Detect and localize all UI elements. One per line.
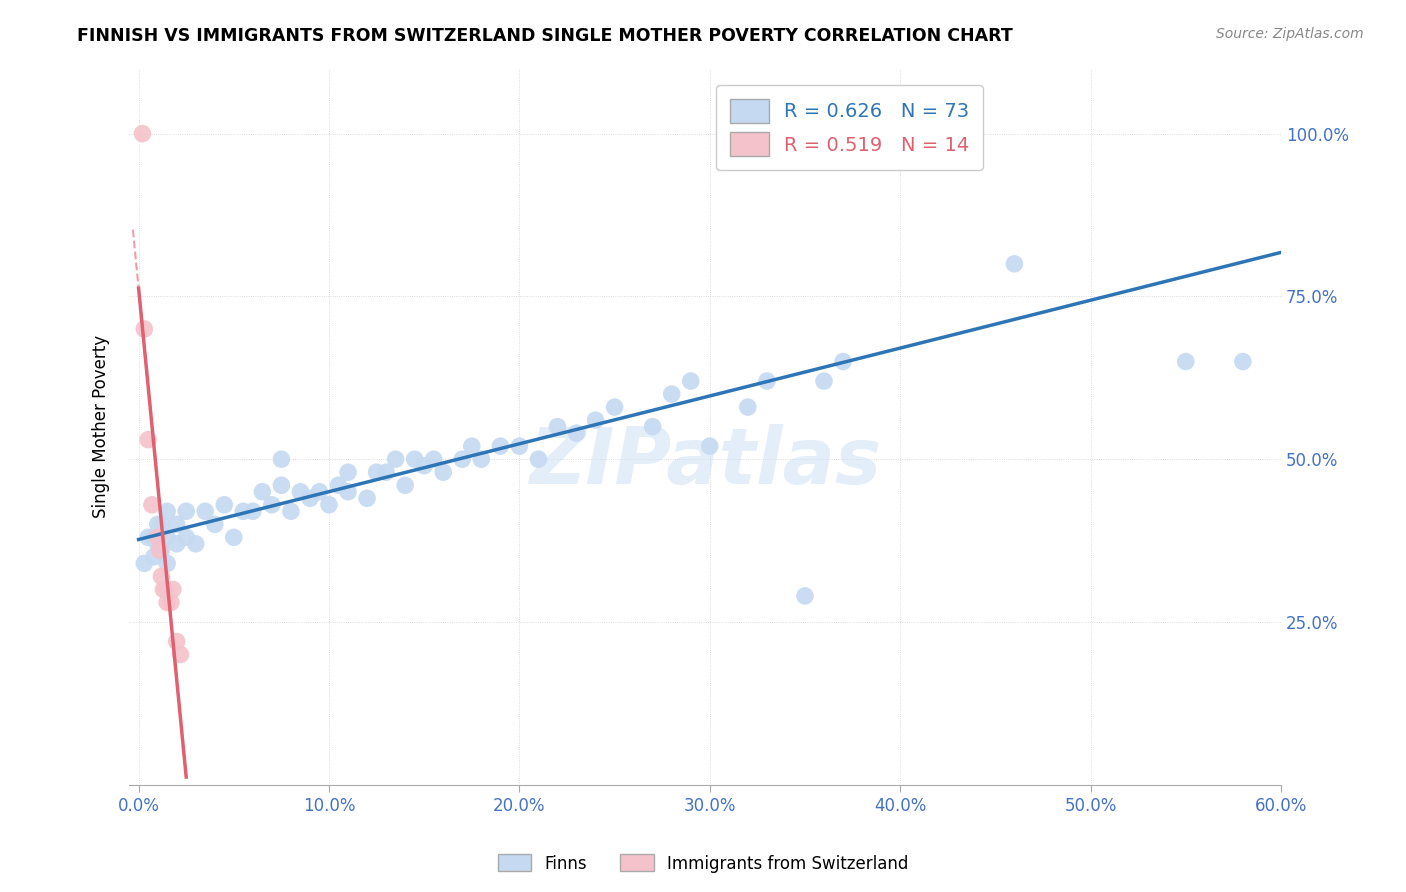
Text: Source: ZipAtlas.com: Source: ZipAtlas.com	[1216, 27, 1364, 41]
Point	[260, 498, 283, 512]
Point	[585, 413, 607, 427]
Point	[527, 452, 550, 467]
Point	[146, 530, 169, 544]
Point	[404, 452, 426, 467]
Point	[142, 530, 165, 544]
Point	[270, 478, 292, 492]
Point	[166, 634, 188, 648]
Point	[413, 458, 436, 473]
Point	[166, 537, 188, 551]
Point	[148, 543, 170, 558]
Point	[1232, 354, 1254, 368]
Point	[298, 491, 321, 506]
Y-axis label: Single Mother Poverty: Single Mother Poverty	[93, 335, 110, 518]
Point	[131, 127, 153, 141]
Point	[252, 484, 274, 499]
Point	[461, 439, 484, 453]
Point	[174, 504, 197, 518]
Point	[603, 400, 626, 414]
Point	[290, 484, 312, 499]
Point	[755, 374, 778, 388]
Point	[451, 452, 474, 467]
Point	[270, 452, 292, 467]
Point	[813, 374, 835, 388]
Point	[432, 465, 454, 479]
Point	[142, 549, 165, 564]
Point	[162, 582, 184, 597]
Point	[222, 530, 245, 544]
Point	[337, 484, 360, 499]
Point	[328, 478, 350, 492]
Legend: R = 0.626   N = 73, R = 0.519   N = 14: R = 0.626 N = 73, R = 0.519 N = 14	[716, 86, 983, 169]
Point	[232, 504, 254, 518]
Point	[356, 491, 378, 506]
Point	[737, 400, 759, 414]
Point	[366, 465, 388, 479]
Point	[136, 530, 159, 544]
Point	[546, 419, 568, 434]
Point	[146, 537, 169, 551]
Point	[141, 498, 163, 512]
Point	[194, 504, 217, 518]
Point	[1174, 354, 1197, 368]
Point	[156, 595, 179, 609]
Point	[661, 387, 683, 401]
Point	[242, 504, 264, 518]
Point	[318, 498, 340, 512]
Point	[308, 484, 330, 499]
Point	[134, 322, 156, 336]
Point	[280, 504, 302, 518]
Point	[927, 127, 949, 141]
Text: FINNISH VS IMMIGRANTS FROM SWITZERLAND SINGLE MOTHER POVERTY CORRELATION CHART: FINNISH VS IMMIGRANTS FROM SWITZERLAND S…	[77, 27, 1014, 45]
Point	[184, 537, 207, 551]
Point	[150, 543, 173, 558]
Point	[384, 452, 406, 467]
Point	[889, 127, 911, 141]
Point	[679, 374, 702, 388]
Point	[169, 648, 191, 662]
Point	[204, 517, 226, 532]
Point	[150, 517, 173, 532]
Point	[394, 478, 416, 492]
Point	[152, 582, 174, 597]
Point	[1002, 257, 1025, 271]
Point	[174, 530, 197, 544]
Point	[155, 582, 177, 597]
Point	[160, 595, 183, 609]
Point	[156, 504, 179, 518]
Point	[422, 452, 444, 467]
Text: ZIPatlas: ZIPatlas	[529, 425, 882, 500]
Point	[136, 433, 159, 447]
Point	[470, 452, 492, 467]
Legend: Finns, Immigrants from Switzerland: Finns, Immigrants from Switzerland	[491, 847, 915, 880]
Point	[337, 465, 360, 479]
Point	[150, 569, 173, 583]
Point	[508, 439, 530, 453]
Point	[375, 465, 398, 479]
Point	[134, 557, 156, 571]
Point	[214, 498, 236, 512]
Point	[156, 557, 179, 571]
Point	[699, 439, 721, 453]
Point	[794, 589, 817, 603]
Point	[832, 354, 855, 368]
Point	[166, 517, 188, 532]
Point	[641, 419, 664, 434]
Point	[156, 530, 179, 544]
Point	[565, 426, 588, 441]
Point	[146, 517, 169, 532]
Point	[489, 439, 512, 453]
